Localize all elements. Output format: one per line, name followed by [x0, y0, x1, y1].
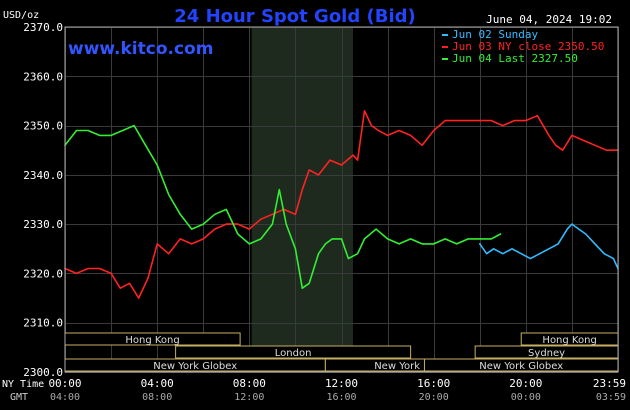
y-tick-label: 2330.0: [23, 218, 63, 231]
x-tick-label-gmt: 00:00: [511, 392, 541, 403]
session-label: New York NYMEX: [374, 361, 459, 372]
x-tick-label-ny: 00:00: [48, 377, 81, 390]
x-tick-label-gmt: 08:00: [142, 392, 172, 403]
session-bar: [175, 345, 412, 359]
session-label: London: [275, 348, 312, 359]
x-tick-label-gmt: 20:00: [419, 392, 449, 403]
x-tick-label-gmt: 04:00: [50, 392, 80, 403]
y-axis-label: USD/oz: [3, 10, 39, 21]
x-tick-label-gmt: 03:59: [596, 392, 626, 403]
y-tick-label: 2350.0: [23, 120, 63, 133]
x-tick-label-ny: 12:00: [325, 377, 358, 390]
session-label: Hong Kong: [542, 335, 596, 346]
y-tick-label: 2370.0: [23, 21, 63, 34]
nymex-session-band: [251, 27, 354, 372]
legend-dash-jun04: [442, 58, 448, 60]
y-tick-label: 2360.0: [23, 70, 63, 83]
x-tick-label-ny: 08:00: [233, 377, 266, 390]
chart-datetime: June 04, 2024 19:02: [486, 13, 612, 26]
y-tick-label: 2340.0: [23, 169, 63, 182]
x-tick-label-gmt: 16:00: [326, 392, 356, 403]
y-tick-label: 2320.0: [23, 267, 63, 280]
chart-title: 24 Hour Spot Gold (Bid): [174, 6, 415, 27]
session-label: Hong Kong: [125, 335, 179, 346]
legend-dash-jun02: [442, 34, 448, 36]
x-tick-label-ny: 23:59: [593, 377, 626, 390]
legend: Jun 02 Sunday Jun 03 NY close 2350.50 Ju…: [442, 28, 604, 65]
x-tick-label-ny: 04:00: [141, 377, 174, 390]
legend-item-jun03: Jun 03 NY close 2350.50: [452, 40, 604, 53]
series-line: [64, 110, 619, 299]
y-tick-label: 2310.0: [23, 317, 63, 330]
x-tick-label-gmt: 12:00: [234, 392, 264, 403]
x-axis-gmt-label: GMT: [10, 392, 28, 403]
watermark: www.kitco.com: [68, 39, 213, 59]
series-line: [478, 223, 619, 270]
session-label: New York Globex: [479, 361, 563, 372]
session-label: New York Globex: [153, 361, 237, 372]
session-label: Sydney: [528, 348, 565, 359]
x-tick-label-ny: 20:00: [509, 377, 542, 390]
x-tick-label-ny: 16:00: [417, 377, 450, 390]
legend-dash-jun03: [442, 46, 448, 48]
plot-frame: [64, 26, 619, 373]
legend-item-jun04: Jun 04 Last 2327.50: [452, 52, 578, 65]
legend-item-jun02: Jun 02 Sunday: [452, 28, 538, 41]
x-axis-ny-label: NY Time: [2, 379, 44, 390]
y-tick-label: 2300.0: [23, 366, 63, 379]
series-line: [64, 124, 502, 290]
